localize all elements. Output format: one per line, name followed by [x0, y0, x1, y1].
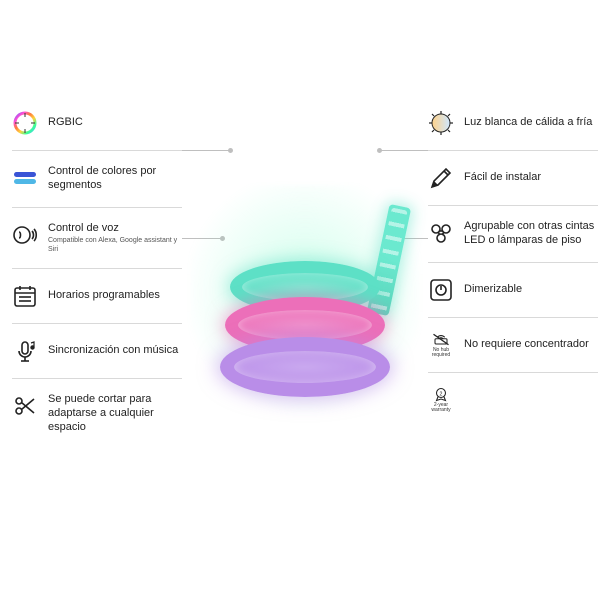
pencil-icon: [428, 165, 454, 191]
feature-dimmable: Dimerizable: [428, 277, 598, 303]
top-whitespace: [0, 0, 610, 110]
dimmer-icon: [428, 277, 454, 303]
feature-white-temp: Luz blanca de cálida a fría: [428, 110, 598, 136]
white-temp-icon: [428, 110, 454, 136]
warranty-icon: 2 2-year warranty: [428, 387, 454, 413]
svg-text:2: 2: [440, 391, 443, 397]
feature-label: Sincronización con música: [48, 344, 178, 358]
feature-easy-install: Fácil de instalar: [428, 165, 598, 191]
feature-no-hub: No hub required No requiere concentrador: [428, 332, 598, 358]
feature-label: Se puede cortar para adaptarse a cualqui…: [48, 393, 182, 434]
leader-line: [182, 150, 230, 151]
divider: [428, 205, 598, 206]
divider: [12, 207, 182, 208]
leader-dot: [228, 148, 233, 153]
scissors-icon: [12, 393, 38, 419]
feature-label: No requiere concentrador: [464, 338, 589, 352]
divider: [428, 372, 598, 373]
features-right-column: Luz blanca de cálida a fría Fácil de ins…: [428, 110, 598, 413]
feature-label: Dimerizable: [464, 283, 522, 297]
feature-label: Horarios programables: [48, 289, 160, 303]
feature-label: RGBIC: [48, 116, 83, 130]
feature-music-sync: Sincronización con música: [12, 338, 182, 364]
divider: [428, 150, 598, 151]
calendar-icon: [12, 283, 38, 309]
no-hub-icon: No hub required: [428, 332, 454, 358]
feature-label: Control de voz: [48, 222, 182, 236]
feature-label: Fácil de instalar: [464, 171, 541, 185]
icon-caption: 2-year warranty: [428, 403, 454, 413]
product-image: [200, 195, 410, 415]
feature-label: Agrupable con otras cintas LED o lámpara…: [464, 220, 598, 248]
leader-line: [380, 150, 428, 151]
voice-icon: [12, 222, 38, 248]
leader-dot: [377, 148, 382, 153]
icon-caption: No hub required: [428, 348, 454, 358]
feature-cuttable: Se puede cortar para adaptarse a cualqui…: [12, 393, 182, 434]
feature-schedules: Horarios programables: [12, 283, 182, 309]
feature-warranty: 2 2-year warranty: [428, 387, 598, 413]
divider: [428, 317, 598, 318]
divider: [428, 262, 598, 263]
infographic-band: RGBIC Control de colores por segmentos: [0, 110, 610, 500]
feature-groupable: Agrupable con otras cintas LED o lámpara…: [428, 220, 598, 248]
feature-sublabel: Compatible con Alexa, Google assistant y…: [48, 237, 182, 254]
features-left-column: RGBIC Control de colores por segmentos: [12, 110, 182, 434]
divider: [12, 150, 182, 151]
feature-voice-control: Control de voz Compatible con Alexa, Goo…: [12, 222, 182, 255]
rgbic-wheel-icon: [12, 110, 38, 136]
divider: [12, 268, 182, 269]
feature-segment-control: Control de colores por segmentos: [12, 165, 182, 193]
segments-icon: [12, 165, 38, 191]
group-icon: [428, 220, 454, 246]
feature-label: Luz blanca de cálida a fría: [464, 116, 592, 130]
divider: [12, 323, 182, 324]
divider: [12, 378, 182, 379]
feature-rgbic: RGBIC: [12, 110, 182, 136]
led-roll-bottom: [220, 337, 390, 397]
music-sync-icon: [12, 338, 38, 364]
feature-label: Control de colores por segmentos: [48, 165, 182, 193]
